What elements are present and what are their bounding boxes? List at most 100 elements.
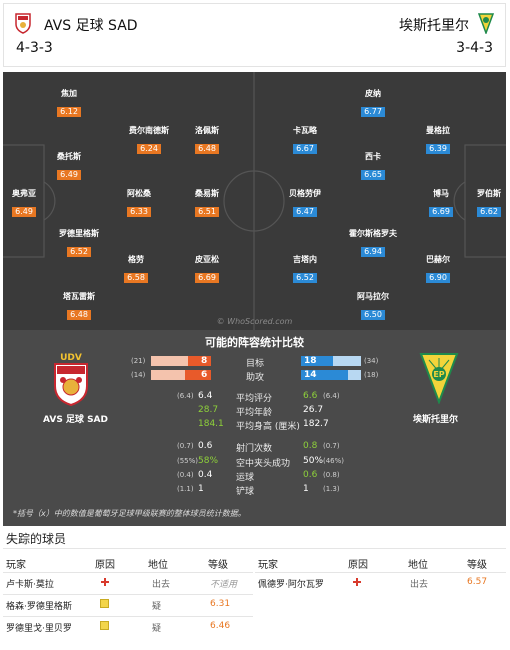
player-name: 西卡 — [365, 152, 381, 161]
header-rating-away: 等级 — [467, 560, 487, 571]
missing-players-title: 失踪的球员 — [6, 532, 67, 546]
player-rating: 6.48 — [195, 144, 219, 154]
home-player[interactable]: 皮亚松 6.69 — [177, 255, 237, 284]
home-stat-value: 184.1 — [198, 419, 224, 429]
header-reason-away: 原因 — [348, 560, 368, 571]
home-player[interactable]: 塔瓦雷斯 6.48 — [49, 292, 109, 321]
player-name: 皮纳 — [365, 89, 381, 98]
home-player[interactable]: 桑托斯 6.49 — [39, 152, 99, 181]
pitch-lines — [3, 72, 506, 330]
player-rating: 6.12 — [57, 107, 81, 117]
missing-player-name[interactable]: 罗德里戈·里贝罗 — [6, 624, 72, 634]
away-stat-value: 182.7 — [303, 419, 329, 429]
player-name: 霍尔斯格罗夫 — [349, 229, 397, 238]
player-name: 博马 — [433, 189, 449, 198]
player-rating: 6.49 — [12, 207, 36, 217]
stat-label: 射门次数 — [236, 444, 273, 454]
header-player-away: 玩家 — [258, 560, 278, 571]
home-player[interactable]: 焦加 6.12 — [39, 89, 99, 118]
divider — [3, 548, 506, 549]
player-rating: 6.69 — [429, 207, 453, 217]
missing-player-name[interactable]: 卢卡斯·莫拉 — [6, 580, 54, 590]
away-team-label: 埃斯托里尔 — [413, 415, 459, 425]
player-rating: 6.47 — [293, 207, 317, 217]
away-formation: 3-4-3 — [456, 40, 493, 56]
missing-reason — [352, 577, 362, 590]
missing-player-name[interactable]: 格森·罗德里格斯 — [6, 602, 72, 612]
stat-label: 平均评分 — [236, 394, 273, 404]
away-team-name[interactable]: 埃斯托里尔 — [399, 18, 469, 34]
away-assists-bar — [301, 370, 361, 380]
doubtful-icon — [100, 621, 109, 630]
home-player[interactable]: 奥弗亚 6.49 — [3, 189, 54, 218]
assists-label: 助攻 — [246, 373, 265, 383]
away-stat-sub: (1.3) — [323, 485, 340, 493]
away-player[interactable]: 西卡 6.65 — [343, 152, 403, 181]
away-goals-bar — [301, 356, 361, 366]
stat-label: 铲球 — [236, 487, 255, 497]
home-stat-value: 58% — [198, 456, 219, 466]
home-stat-sub: (1.1) — [177, 485, 194, 493]
away-player[interactable]: 霍尔斯格罗夫 6.94 — [343, 229, 403, 258]
home-team-crest-icon — [15, 13, 31, 34]
doubtful-icon — [100, 599, 109, 608]
home-team-label: AVS 足球 SAD — [43, 415, 108, 425]
header-player: 玩家 — [6, 560, 26, 571]
home-assists-value: 6 — [201, 370, 208, 380]
player-name: 贝格劳伊 — [289, 189, 321, 198]
home-player[interactable]: 罗德里格斯 6.52 — [49, 229, 109, 258]
away-player[interactable]: 曼格拉 6.39 — [408, 126, 468, 155]
away-team-crest-icon — [477, 13, 495, 34]
player-name: 阿马拉尔 — [357, 292, 389, 301]
away-player[interactable]: 巴赫尔 6.90 — [408, 255, 468, 284]
player-name: 桑易斯 — [195, 189, 219, 198]
player-name: 奥弗亚 — [12, 189, 36, 198]
missing-reason — [100, 577, 110, 590]
away-assists-total: (18) — [364, 371, 379, 379]
player-name: 洛佩斯 — [195, 126, 219, 135]
player-name: 焦加 — [61, 89, 77, 98]
missing-rating: 6.31 — [210, 599, 231, 609]
missing-status: 出去 — [152, 580, 171, 590]
player-name: 曼格拉 — [426, 126, 450, 135]
home-player[interactable]: 费尔南德斯 6.24 — [119, 126, 179, 155]
home-assists-total: (14) — [131, 371, 146, 379]
injury-icon — [352, 577, 362, 587]
missing-reason — [100, 599, 109, 611]
stat-label: 空中夹头成功 — [236, 459, 291, 469]
player-name: 皮亚松 — [195, 255, 219, 264]
home-team-name[interactable]: AVS 足球 SAD — [44, 18, 138, 34]
away-stat-sub: (0.8) — [323, 471, 340, 479]
player-name: 格劳 — [128, 255, 144, 264]
goals-label: 目标 — [246, 359, 265, 369]
home-player[interactable]: 桑易斯 6.51 — [177, 189, 237, 218]
away-player[interactable]: 吉塔内 6.52 — [275, 255, 335, 284]
player-rating: 6.24 — [137, 144, 161, 154]
away-player[interactable]: 博马 6.69 — [411, 189, 471, 218]
away-assists-value: 14 — [304, 370, 317, 380]
home-stat-sub: (0.4) — [177, 471, 194, 479]
away-player[interactable]: 皮纳 6.77 — [343, 89, 403, 118]
player-rating: 6.51 — [195, 207, 219, 217]
header-reason: 原因 — [95, 560, 115, 571]
player-rating: 6.62 — [477, 207, 501, 217]
home-player[interactable]: 格劳 6.58 — [106, 255, 166, 284]
home-player[interactable]: 阿松桑 6.33 — [109, 189, 169, 218]
missing-player-name[interactable]: 佩德罗·阿尔瓦罗 — [258, 580, 324, 590]
away-player[interactable]: 贝格劳伊 6.47 — [275, 189, 335, 218]
player-name: 阿松桑 — [127, 189, 151, 198]
player-name: 卡瓦略 — [293, 126, 317, 135]
player-name: 吉塔内 — [293, 255, 317, 264]
home-goals-total: (21) — [131, 357, 146, 365]
player-rating: 6.52 — [293, 273, 317, 283]
player-rating: 6.52 — [67, 247, 91, 257]
home-player[interactable]: 洛佩斯 6.48 — [177, 126, 237, 155]
away-player[interactable]: 罗伯斯 6.62 — [459, 189, 506, 218]
away-stat-value: 6.6 — [303, 391, 318, 401]
watermark: © WhoScored.com — [216, 317, 293, 326]
away-player[interactable]: 阿马拉尔 6.50 — [343, 292, 403, 321]
player-name: 罗伯斯 — [477, 189, 501, 198]
away-player[interactable]: 卡瓦略 6.67 — [275, 126, 335, 155]
away-goals-total: (34) — [364, 357, 379, 365]
away-stat-sub: (0.7) — [323, 442, 340, 450]
